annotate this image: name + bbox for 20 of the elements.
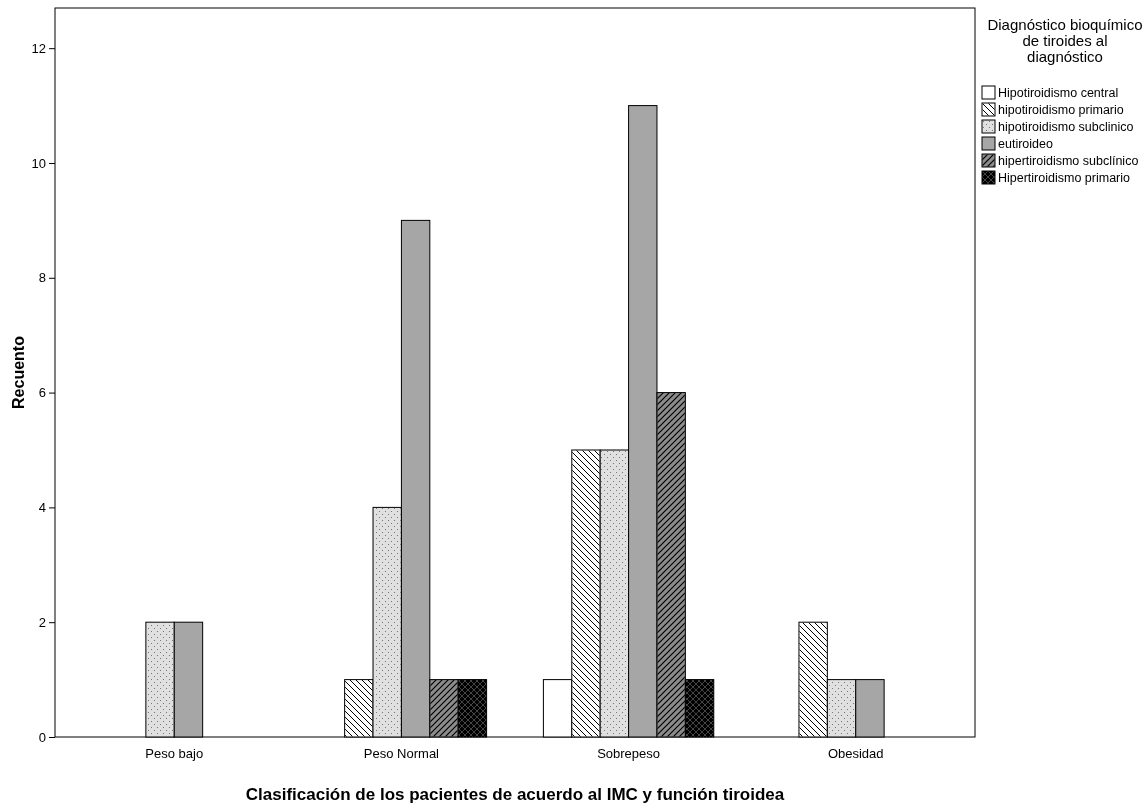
y-tick-label: 10 [31,155,46,171]
x-axis-title: Clasificación de los pacientes de acuerdo al IMC y función tiroidea [245,785,785,804]
y-tick-label: 4 [38,500,46,516]
legend-label: hipotiroidismo primario [998,103,1124,117]
legend-label: hipotiroidismo subclinico [998,120,1134,134]
legend-label: hipertiroidismo subclínico [998,154,1139,168]
x-tick-label: Peso Normal [363,746,440,762]
y-tick-label: 8 [38,270,46,286]
legend-label: Hipertiroidismo primario [998,171,1131,185]
legend-label: Hipotiroidismo central [998,86,1119,100]
x-tick-label: Peso bajo [145,746,204,762]
y-tick-label: 0 [38,729,46,745]
y-tick-label: 6 [38,385,46,401]
y-axis-title: Recuento [10,335,27,409]
y-tick-label: 2 [38,614,46,630]
x-tick-label: Sobrepeso [597,746,661,762]
y-tick-label: 12 [31,40,46,56]
legend-label: eutiroideo [998,137,1053,151]
x-tick-label: Obesidad [827,746,884,762]
legend-title: Diagnóstico bioquímico de tiroides al diagnóstico [987,16,1143,65]
